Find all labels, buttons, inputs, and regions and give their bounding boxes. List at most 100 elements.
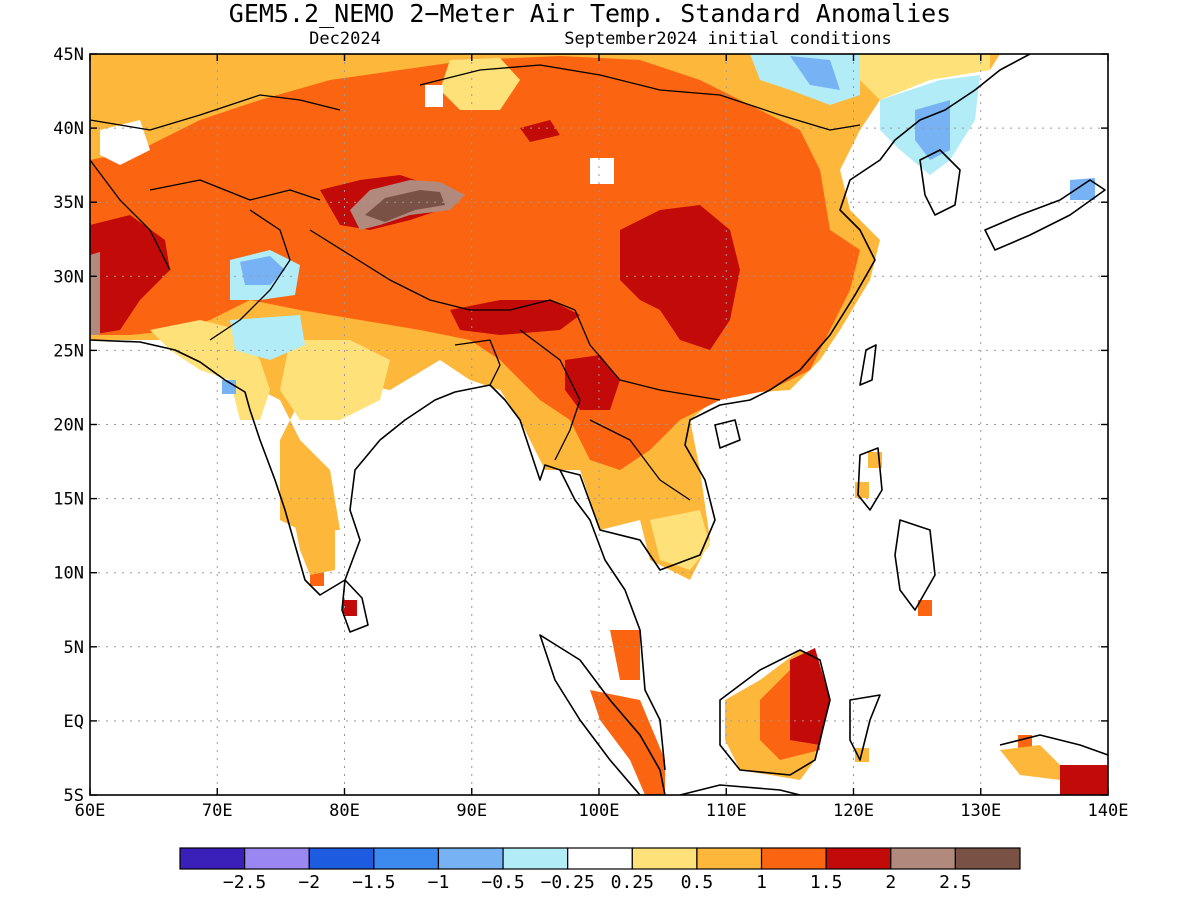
lat-tick-label: 5N xyxy=(64,638,84,658)
lon-tick-label: 130E xyxy=(960,801,1001,821)
colorbar-swatch xyxy=(244,847,310,870)
border-china-southeast xyxy=(574,309,721,401)
lat-tick-label: 35N xyxy=(53,193,84,213)
colorbar-swatch xyxy=(760,847,827,870)
colorbar-swatch xyxy=(631,847,698,870)
lat-tick-label: 30N xyxy=(53,267,84,287)
colorbar-swatch xyxy=(437,847,504,870)
lat-tick-label: 45N xyxy=(53,45,84,65)
coastline-philippines-north xyxy=(857,447,883,511)
colorbar-label: 1.5 xyxy=(810,872,843,893)
anomaly-band-0.5-1 xyxy=(1000,745,1060,780)
colorbar-label: 2.5 xyxy=(939,872,972,893)
coastline-south-asia xyxy=(90,339,666,771)
coastline-borneo xyxy=(719,649,831,776)
anomaly-band-2-2.5 xyxy=(90,252,100,335)
coastline-korea xyxy=(919,149,961,216)
colorbar: −2.5 −2 −1.5 −1 −0.5 −0.25 0.25 0.5 1 1.5 2 2.5 xyxy=(179,847,1021,893)
border-afghanistan xyxy=(149,179,321,201)
colorbar-swatch xyxy=(825,847,892,870)
lon-tick-label: 70E xyxy=(202,801,233,821)
coastline-sulawesi xyxy=(849,694,881,761)
anomaly-band-1-1.5 xyxy=(918,600,932,616)
latitude-axis: 45N 40N 35N 30N 25N 20N 15N 10N 5N EQ 5S xyxy=(53,45,1108,806)
border-china-mongolia xyxy=(419,64,861,131)
lat-tick-label: 40N xyxy=(53,119,84,139)
colorbar-swatch xyxy=(696,847,763,870)
coastline-japan xyxy=(984,179,1106,251)
gridlines xyxy=(90,54,1108,795)
anomaly-band-1-1.5 xyxy=(610,630,640,680)
anomaly-band-1.5-2 xyxy=(620,205,740,350)
coastline-new-guinea xyxy=(999,734,1108,756)
lat-tick-label: EQ xyxy=(64,712,84,732)
border-iran xyxy=(90,159,171,271)
lon-tick-label: 110E xyxy=(706,801,747,821)
colorbar-label: −2 xyxy=(298,872,320,893)
colorbar-swatch xyxy=(179,847,246,870)
coastline-sri-lanka xyxy=(341,579,369,633)
anomaly-band-1.5-2 xyxy=(343,600,357,616)
colorbar-swatch xyxy=(954,847,1021,870)
country-borders xyxy=(90,64,861,501)
longitude-axis: 60E 70E 80E 90E 100E 110E 120E 130E 140E xyxy=(75,54,1129,821)
coastline-philippines-south xyxy=(894,519,936,611)
lon-tick-label: 60E xyxy=(75,801,106,821)
anomaly-band-1-1.5 xyxy=(590,690,665,795)
colorbar-label: −1.5 xyxy=(352,872,395,893)
colorbar-label: −2.5 xyxy=(223,872,266,893)
anomaly-band-1.5-2 xyxy=(450,300,580,335)
colorbar-swatch xyxy=(890,847,956,870)
anomaly-band-0.25-0.5 xyxy=(440,58,520,110)
anomaly-band-1.5-2 xyxy=(520,120,560,142)
anomaly-near-zero xyxy=(100,120,150,165)
colorbar-label: 1 xyxy=(756,872,767,893)
border-thailand-laos xyxy=(589,419,691,501)
lon-tick-label: 120E xyxy=(833,801,874,821)
anomaly-band-1-1.5 xyxy=(90,56,860,470)
anomaly-band-0.5-1 xyxy=(855,482,869,498)
border-myanmar xyxy=(519,329,581,461)
colorbar-swatch xyxy=(373,847,440,870)
coastline-hainan xyxy=(714,419,741,449)
lat-tick-label: 20N xyxy=(53,416,84,436)
anomaly-near-zero xyxy=(425,85,443,107)
colorbar-label: −0.25 xyxy=(541,872,595,893)
lon-tick-label: 140E xyxy=(1088,801,1129,821)
anomaly-band-0.25-0.5-neg xyxy=(750,54,860,105)
anomaly-band-0.5-1-neg xyxy=(1070,178,1095,200)
map-title: GEM5.2_NEMO 2−Meter Air Temp. Standard A… xyxy=(229,0,951,28)
lat-tick-label: 15N xyxy=(53,490,84,510)
border-central-asia xyxy=(90,94,341,131)
anomaly-band-0.25-0.5-neg xyxy=(230,315,305,360)
border-bangladesh xyxy=(454,339,501,386)
anomaly-band-2.5-plus xyxy=(365,190,445,222)
initial-conditions-label: September2024 initial conditions xyxy=(564,29,892,49)
anomaly-band-0.25-0.5 xyxy=(280,340,390,420)
anomaly-band-1.5-2 xyxy=(1060,765,1108,795)
colorbar-label: −0.5 xyxy=(481,872,524,893)
lat-tick-label: 5S xyxy=(64,786,84,806)
border-himalaya xyxy=(309,229,576,311)
map-area xyxy=(90,54,1108,795)
lon-tick-label: 90E xyxy=(456,801,487,821)
anomaly-band-1.5-2 xyxy=(90,215,170,335)
border-pakistan-india xyxy=(209,209,291,341)
colorbar-label: 0.5 xyxy=(681,872,714,893)
colorbar-label: −1 xyxy=(428,872,450,893)
anomaly-band-0.25-0.5 xyxy=(650,510,710,570)
colorbar-swatch xyxy=(502,847,569,870)
colorbar-label: 0.25 xyxy=(611,872,654,893)
anomaly-band-0.5-1-neg xyxy=(915,100,950,160)
anomaly-band-1.5-2 xyxy=(790,648,830,745)
coastline-sumatra xyxy=(539,634,666,795)
anomaly-band-0.5-1-neg xyxy=(222,380,236,394)
anomaly-band-0.5-1-neg xyxy=(790,56,840,90)
colorbar-label: 2 xyxy=(885,872,896,893)
lat-tick-label: 10N xyxy=(53,564,84,584)
anomaly-band-0.25-0.5 xyxy=(860,54,990,100)
coastline-java xyxy=(679,784,801,795)
anomaly-band-0.5-1-neg xyxy=(240,256,285,285)
